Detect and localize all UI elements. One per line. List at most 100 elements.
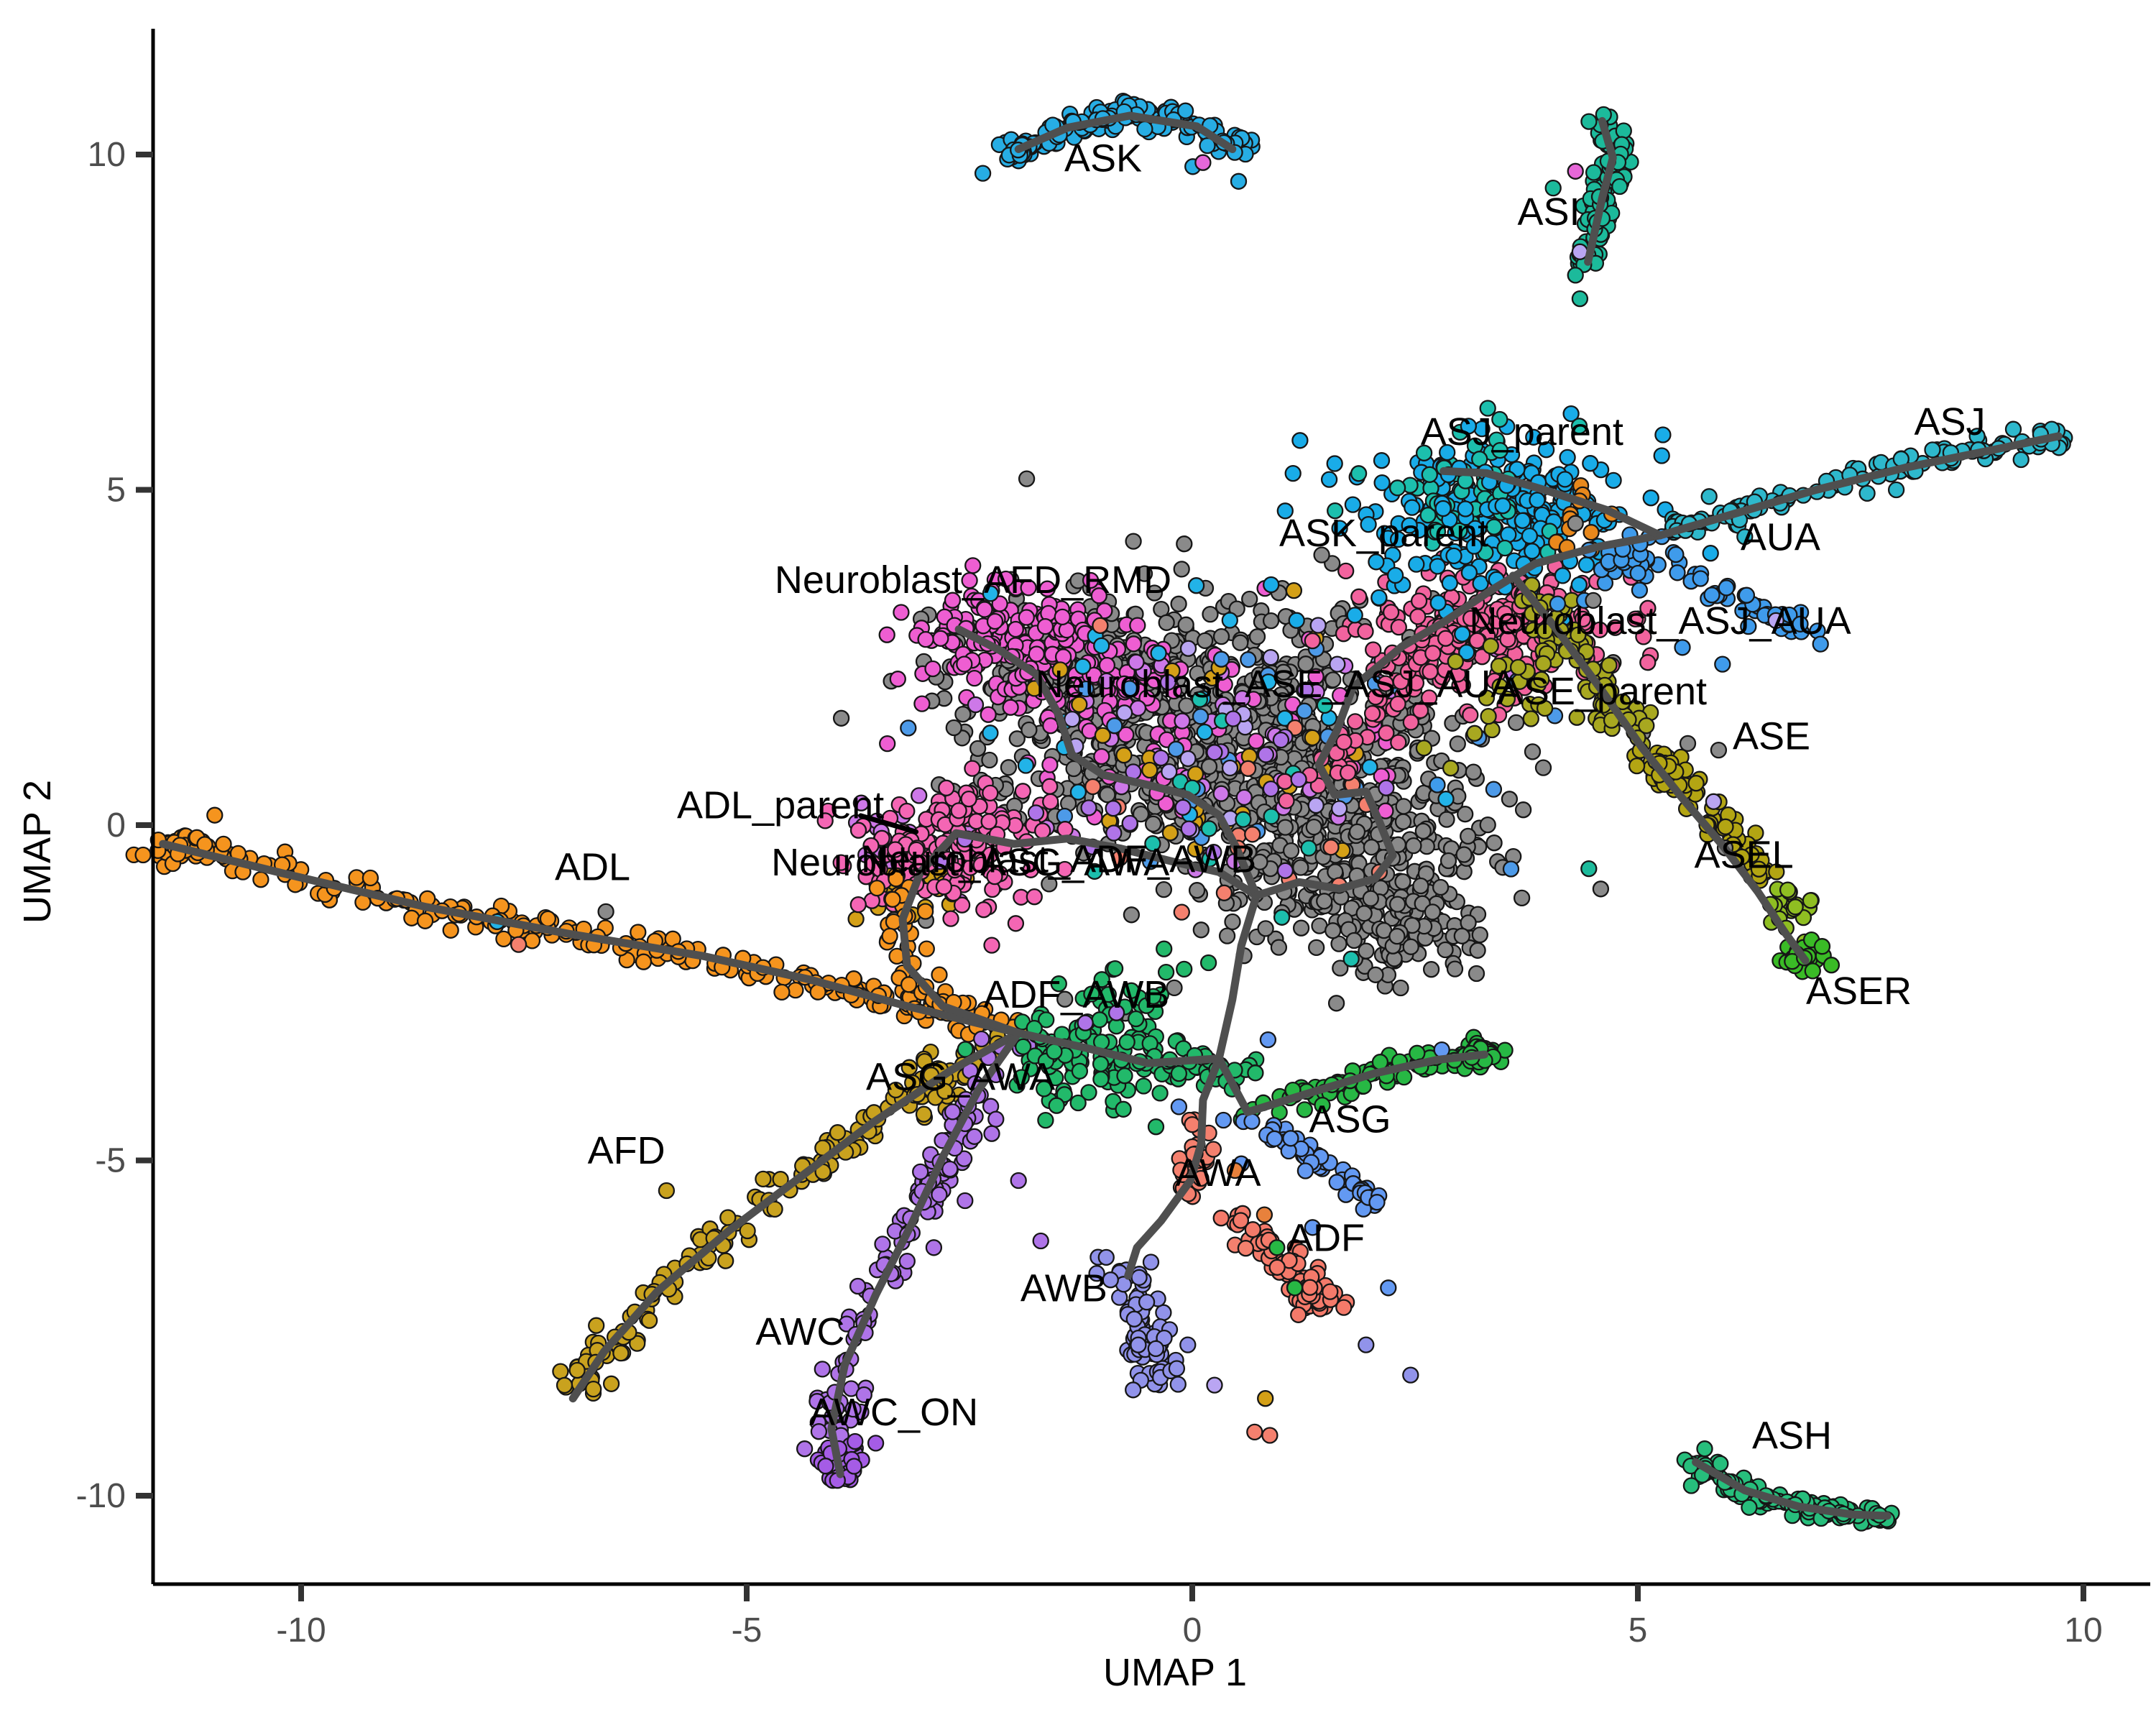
data-point [944,1103,962,1121]
data-point [954,706,972,723]
data-point [539,910,557,927]
data-point [635,953,653,970]
data-point [1290,1306,1307,1323]
data-point [1173,561,1190,578]
data-point [918,940,935,957]
data-point [1180,820,1197,837]
data-point [1388,479,1406,497]
data-point [1373,474,1391,492]
data-point [1524,543,1541,560]
data-point [1272,731,1290,749]
cluster-asg-blue-tip [1352,1182,1388,1218]
data-point [1105,800,1122,817]
data-point [1206,1376,1223,1394]
data-point [1802,892,1820,909]
data-point [911,787,928,804]
data-point [1032,1232,1049,1250]
data-point [1309,617,1327,634]
data-point [1230,172,1248,190]
data-point [1056,990,1074,1008]
x-tick-label--5: -5 [732,1611,763,1650]
data-point [1118,726,1135,743]
data-point [976,601,993,618]
data-point [1457,806,1474,823]
y-axis-title: UMAP 2 [16,780,59,924]
data-point [1276,709,1294,727]
data-point [1692,570,1709,587]
data-point [1187,577,1205,594]
data-point [924,660,941,678]
data-point [1408,556,1425,573]
data-point [1382,604,1400,621]
data-point [1056,821,1074,838]
data-point [1631,581,1649,599]
data-point [1502,860,1520,878]
data-point [1348,823,1366,840]
data-point [982,724,999,742]
data-point [1192,708,1210,725]
data-point [1221,759,1239,777]
data-point [847,1432,864,1450]
data-point [1305,818,1322,836]
data-point [1585,164,1603,181]
data-point [1322,839,1340,856]
data-point [1362,890,1379,907]
data-point [1151,1085,1169,1102]
data-point [1741,1499,1758,1516]
y-tick-label--5: -5 [95,1142,126,1180]
data-point [1212,785,1230,802]
data-point [1048,1097,1065,1114]
cluster-label-AWC: AWC [755,1310,844,1353]
data-point [1285,581,1303,599]
data-point [1409,1044,1426,1062]
data-point [1485,781,1503,798]
data-point [1460,827,1477,845]
cluster-label-ADL: ADL [555,846,630,889]
data-point [1402,1366,1419,1384]
data-point [597,903,614,921]
data-point [1714,656,1731,673]
data-point [1405,837,1422,855]
data-point [1394,813,1412,830]
data-point [1286,1279,1304,1297]
data-point [1696,1440,1713,1458]
data-point [1018,609,1035,626]
data-point [1200,820,1218,837]
data-point [1361,758,1378,776]
data-point [1017,757,1035,774]
data-point [1365,641,1382,658]
data-point [773,983,791,1001]
data-point [1174,799,1192,816]
data-point [568,1361,586,1379]
data-point [1125,1381,1142,1399]
data-point [1449,735,1466,753]
data-point [1054,608,1071,626]
cluster-label-ADL_parent: ADL_parent [677,784,884,827]
data-point [1077,680,1095,698]
data-point [849,896,867,914]
cluster-label-ASER: ASER [1806,970,1912,1013]
data-point [1147,1340,1164,1358]
cluster-label-Neuroblast_ASG_AWA: Neuroblast_ASG_AWA [771,841,1169,884]
data-point [1002,699,1019,716]
data-point [1469,942,1486,959]
data-point [1092,1055,1110,1072]
data-point [1682,1477,1700,1494]
data-point [945,719,962,737]
data-point [1410,592,1428,610]
data-point [938,779,955,796]
data-point [1494,497,1511,515]
data-point [1302,1279,1319,1296]
data-point [1524,743,1542,760]
data-point [1179,640,1197,657]
data-point [1653,447,1670,464]
data-point [1577,556,1595,574]
data-point [867,1435,885,1452]
data-point [1507,714,1525,732]
data-point [1320,471,1338,488]
data-point [1215,884,1233,901]
data-point [1263,808,1280,825]
data-point [1390,734,1407,751]
data-point [1125,635,1143,653]
